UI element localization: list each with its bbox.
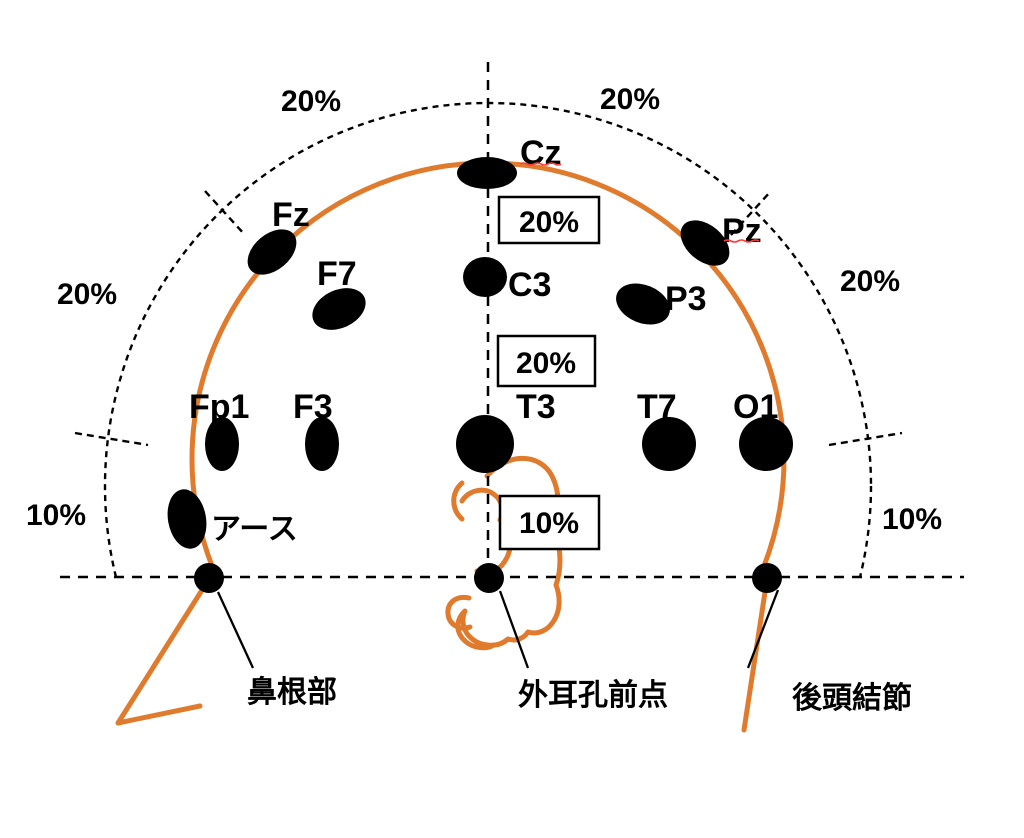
- svg-text:10%: 10%: [26, 499, 86, 532]
- svg-text:20%: 20%: [281, 85, 341, 118]
- svg-text:鼻根部: 鼻根部: [247, 675, 337, 709]
- svg-text:Fz: Fz: [272, 196, 310, 234]
- svg-text:T7: T7: [637, 388, 677, 426]
- svg-text:P3: P3: [665, 280, 707, 318]
- svg-text:20%: 20%: [516, 347, 576, 380]
- svg-text:10%: 10%: [882, 503, 942, 536]
- svg-text:アース: アース: [211, 513, 298, 546]
- svg-text:F7: F7: [317, 255, 357, 293]
- svg-text:C3: C3: [508, 266, 551, 304]
- svg-text:10%: 10%: [519, 507, 579, 540]
- svg-text:20%: 20%: [600, 83, 660, 116]
- svg-text:外耳孔前点: 外耳孔前点: [518, 679, 668, 712]
- svg-text:Cz: Cz: [520, 134, 562, 172]
- svg-text:O1: O1: [733, 388, 778, 426]
- svg-text:F3: F3: [293, 388, 333, 426]
- svg-text:20%: 20%: [57, 278, 117, 311]
- svg-text:T3: T3: [516, 388, 556, 426]
- svg-text:20%: 20%: [519, 206, 579, 239]
- svg-text:Pz: Pz: [722, 212, 762, 250]
- svg-text:20%: 20%: [840, 265, 900, 298]
- svg-text:後頭結節: 後頭結節: [792, 681, 912, 715]
- svg-text:Fp1: Fp1: [189, 388, 249, 426]
